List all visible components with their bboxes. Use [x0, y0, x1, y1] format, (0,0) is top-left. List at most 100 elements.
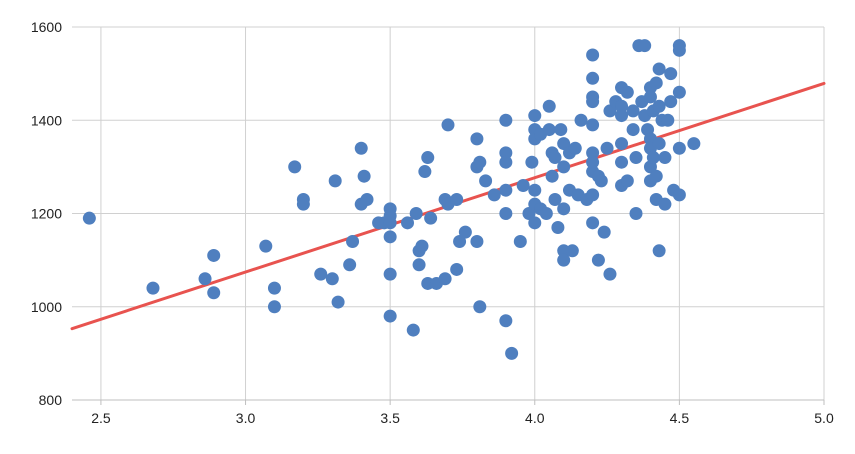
data-point	[267, 300, 281, 314]
data-point	[586, 216, 600, 230]
x-tick-label: 4.0	[525, 410, 545, 426]
y-tick-label: 1200	[31, 206, 62, 222]
data-point	[664, 95, 678, 109]
data-point	[603, 104, 617, 118]
data-point	[421, 151, 435, 165]
data-point	[672, 188, 686, 202]
y-tick-label: 1600	[31, 19, 62, 35]
data-point	[615, 137, 629, 151]
data-point	[406, 323, 420, 337]
data-point	[383, 216, 397, 230]
data-point	[505, 346, 519, 360]
data-point	[615, 109, 629, 123]
data-point	[629, 151, 643, 165]
data-point	[672, 85, 686, 99]
data-point	[343, 258, 357, 272]
data-point	[360, 193, 374, 207]
data-point	[594, 174, 608, 188]
data-point	[672, 141, 686, 155]
data-point	[458, 225, 472, 239]
data-point	[557, 202, 571, 216]
data-point	[542, 123, 556, 137]
data-point	[499, 183, 513, 197]
data-point	[528, 216, 542, 230]
data-point	[586, 155, 600, 169]
data-point	[652, 244, 666, 258]
data-point	[383, 230, 397, 244]
data-point	[450, 262, 464, 276]
data-point	[687, 137, 701, 151]
data-point	[551, 220, 565, 234]
data-point	[658, 151, 672, 165]
data-point	[267, 281, 281, 295]
data-point	[499, 314, 513, 328]
y-tick-labels: 800 1000 1200 1400 1600	[31, 19, 62, 408]
data-point	[383, 267, 397, 281]
data-point	[638, 39, 652, 53]
data-point	[354, 141, 368, 155]
data-point	[652, 99, 666, 113]
data-point	[357, 169, 371, 183]
axes	[72, 399, 825, 405]
data-point	[207, 248, 221, 262]
data-point	[82, 211, 96, 225]
data-point	[586, 118, 600, 132]
data-point	[626, 104, 640, 118]
data-point	[441, 118, 455, 132]
data-point	[424, 211, 438, 225]
data-point	[643, 90, 657, 104]
data-point	[652, 62, 666, 76]
data-point	[568, 141, 582, 155]
data-point	[418, 165, 432, 179]
data-point	[603, 267, 617, 281]
data-point	[516, 179, 530, 193]
data-point	[597, 225, 611, 239]
data-point	[207, 286, 221, 300]
data-point	[473, 155, 487, 169]
data-point	[522, 207, 536, 220]
data-point	[620, 174, 634, 188]
data-point	[450, 193, 464, 207]
data-point	[146, 281, 160, 295]
data-point	[646, 151, 660, 165]
y-tick-label: 1400	[31, 112, 62, 128]
data-point	[412, 258, 426, 272]
data-point	[548, 151, 562, 165]
x-tick-label: 4.5	[670, 410, 690, 426]
data-point	[629, 207, 643, 220]
data-point	[586, 48, 600, 62]
data-point	[470, 132, 484, 146]
data-point	[557, 137, 571, 151]
data-point	[415, 239, 429, 253]
data-point	[383, 309, 397, 323]
data-point	[649, 76, 663, 90]
data-point	[525, 155, 539, 169]
data-point	[198, 272, 212, 286]
data-points	[82, 39, 701, 360]
data-point	[288, 160, 302, 174]
data-point	[499, 146, 513, 160]
data-point	[591, 253, 605, 267]
data-point	[487, 188, 501, 202]
data-point	[620, 85, 634, 99]
data-point	[470, 234, 484, 248]
x-tick-label: 3.5	[380, 410, 400, 426]
data-point	[672, 43, 686, 57]
data-point	[453, 234, 467, 248]
data-point	[548, 193, 562, 207]
data-point	[652, 137, 666, 151]
x-tick-label: 2.5	[91, 410, 111, 426]
data-point	[658, 197, 672, 211]
data-point	[626, 123, 640, 137]
data-point	[499, 113, 513, 127]
data-point	[615, 99, 629, 113]
data-point	[554, 123, 568, 137]
data-point	[325, 272, 339, 286]
data-point	[586, 71, 600, 85]
y-tick-label: 800	[39, 392, 63, 408]
data-point	[331, 295, 345, 309]
data-point	[401, 216, 415, 230]
data-point	[542, 99, 556, 113]
data-point	[557, 160, 571, 174]
